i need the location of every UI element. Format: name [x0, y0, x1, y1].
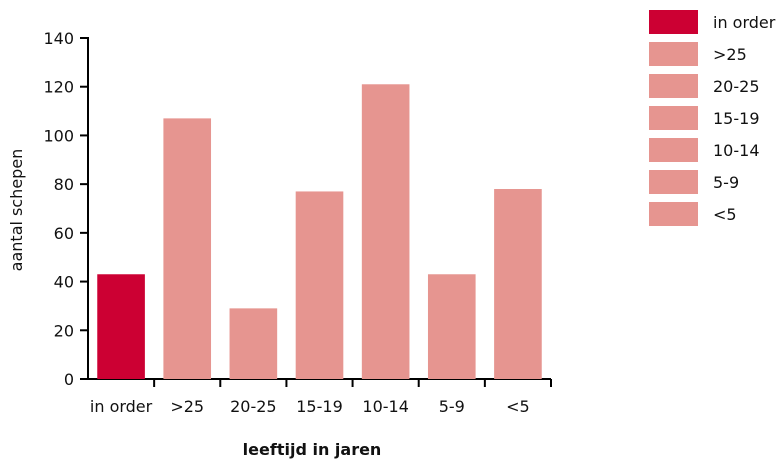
y-tick-label: 20: [54, 321, 74, 340]
legend-label: <5: [713, 205, 737, 224]
y-tick-label: 80: [54, 175, 74, 194]
y-tick-label: 60: [54, 224, 74, 243]
y-tick-label: 100: [43, 126, 74, 145]
bar: [97, 274, 145, 379]
legend-label: 5-9: [713, 173, 739, 192]
bar: [361, 84, 410, 380]
x-tick-label: 5-9: [439, 397, 465, 416]
legend-label: 10-14: [713, 141, 760, 160]
legend-swatch: [649, 138, 698, 162]
x-tick-label: 20-25: [230, 397, 277, 416]
bars: [97, 84, 542, 380]
legend-swatch: [649, 170, 698, 194]
bar: [427, 274, 476, 379]
legend-swatch: [649, 202, 698, 226]
legend-swatch: [649, 10, 698, 34]
x-axis: in order >25 20-25 15-19 10-14 5-9 <5: [87, 378, 552, 416]
bar: [494, 189, 542, 379]
legend-swatch: [649, 42, 698, 66]
legend-swatch: [649, 74, 698, 98]
legend-label: in order: [713, 13, 776, 32]
y-tick-label: 140: [43, 29, 74, 48]
legend-label: 20-25: [713, 77, 760, 96]
bar: [295, 191, 344, 379]
y-axis: 0 20 40 60 80 100 120 140: [43, 29, 89, 389]
legend: in order >25 20-25 15-19 10-14 5-9 <5: [649, 10, 776, 226]
x-tick-label: 10-14: [362, 397, 409, 416]
x-tick-label: in order: [90, 397, 153, 416]
bar: [229, 308, 278, 379]
legend-swatch: [649, 106, 698, 130]
legend-label: 15-19: [713, 109, 760, 128]
y-tick-label: 40: [54, 273, 74, 292]
x-tick-label: <5: [506, 397, 530, 416]
y-tick-label: 0: [64, 370, 74, 389]
y-axis-title: aantal schepen: [7, 149, 26, 272]
x-axis-title: leeftijd in jaren: [243, 440, 382, 459]
x-tick-label: 15-19: [296, 397, 343, 416]
y-tick-label: 120: [43, 78, 74, 97]
x-tick-label: >25: [170, 397, 204, 416]
legend-label: >25: [713, 45, 747, 64]
bar: [163, 118, 212, 379]
